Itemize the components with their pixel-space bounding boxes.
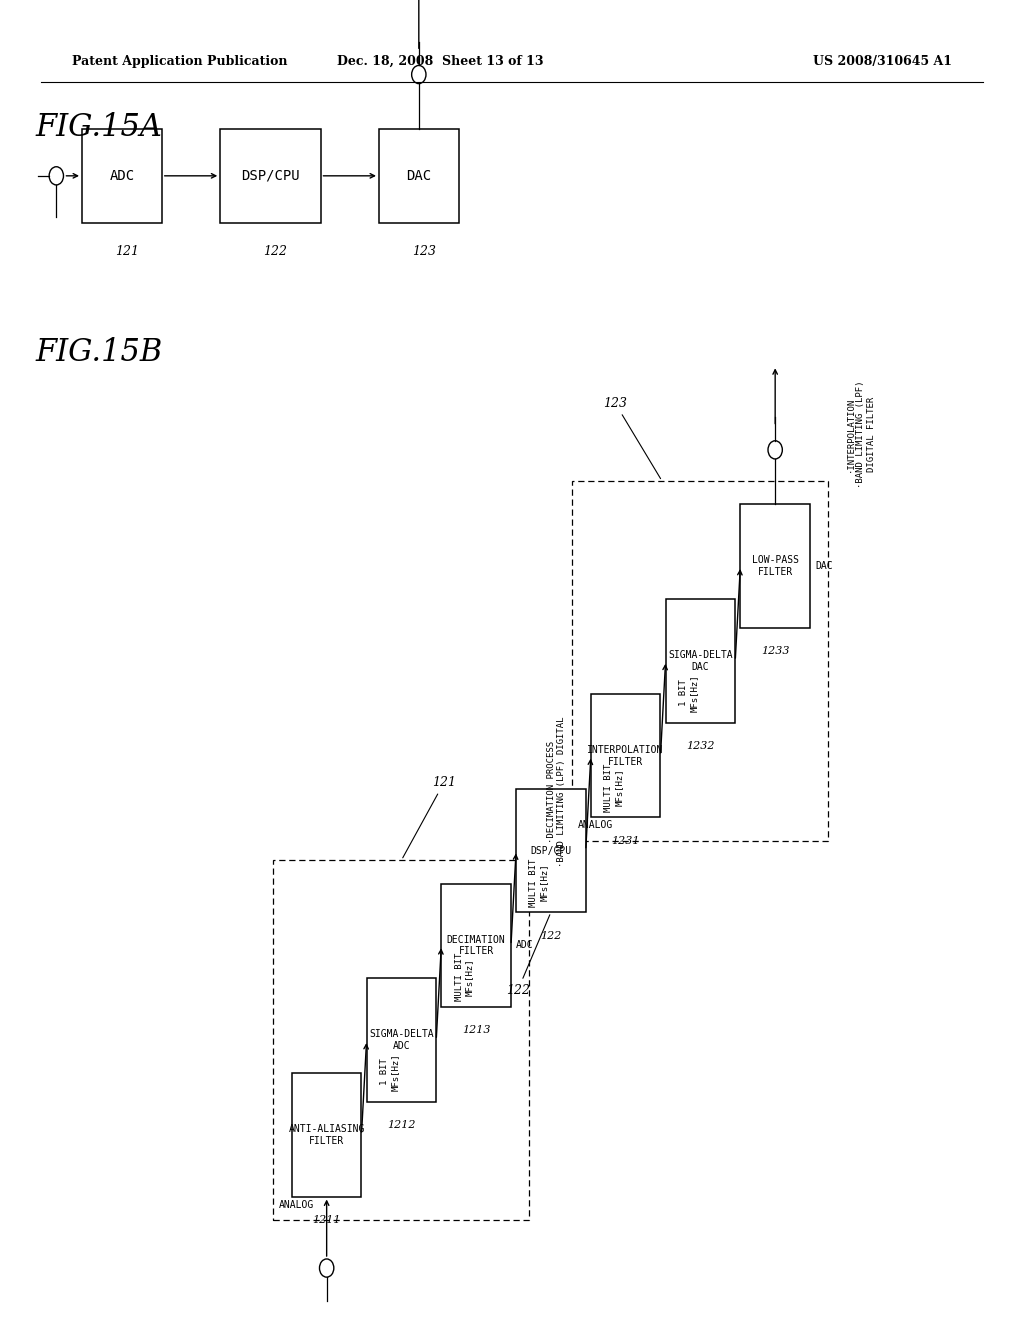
Text: Patent Application Publication: Patent Application Publication bbox=[72, 55, 287, 69]
Bar bbox=[220, 129, 321, 223]
Text: ANALOG: ANALOG bbox=[279, 1200, 313, 1209]
Text: 1231: 1231 bbox=[611, 836, 640, 846]
Text: 123: 123 bbox=[412, 244, 436, 257]
Text: US 2008/310645 A1: US 2008/310645 A1 bbox=[813, 55, 952, 69]
Text: ANTI-ALIASING
FILTER: ANTI-ALIASING FILTER bbox=[289, 1125, 365, 1146]
Text: 1213: 1213 bbox=[462, 1026, 490, 1035]
Text: Dec. 18, 2008  Sheet 13 of 13: Dec. 18, 2008 Sheet 13 of 13 bbox=[337, 55, 544, 69]
Text: ·INTERPOLATION
·BAND LIMITING (LPF)
DIGITAL FILTER: ·INTERPOLATION ·BAND LIMITING (LPF) DIGI… bbox=[846, 380, 876, 488]
Bar bbox=[379, 129, 459, 223]
Text: 1 BIT
MFs[Hz]: 1 BIT MFs[Hz] bbox=[679, 675, 698, 711]
Bar bbox=[82, 129, 162, 223]
Text: 1212: 1212 bbox=[387, 1121, 416, 1130]
Bar bbox=[516, 789, 586, 912]
Text: ADC: ADC bbox=[516, 940, 534, 950]
Bar bbox=[740, 504, 810, 628]
Text: 121: 121 bbox=[402, 776, 456, 858]
Text: 1232: 1232 bbox=[686, 741, 715, 751]
Text: MULTI BIT
MFs[Hz]: MULTI BIT MFs[Hz] bbox=[604, 763, 624, 812]
Text: 123: 123 bbox=[603, 396, 660, 479]
Bar bbox=[666, 599, 735, 722]
Text: FIG.15A: FIG.15A bbox=[36, 112, 163, 144]
Bar bbox=[273, 861, 529, 1220]
Text: SIGMA-DELTA
ADC: SIGMA-DELTA ADC bbox=[369, 1030, 434, 1051]
Text: LOW-PASS
FILTER: LOW-PASS FILTER bbox=[752, 556, 799, 577]
Text: 121: 121 bbox=[115, 244, 139, 257]
Text: 122: 122 bbox=[263, 244, 288, 257]
Text: DECIMATION
FILTER: DECIMATION FILTER bbox=[446, 935, 506, 956]
Text: DSP/CPU: DSP/CPU bbox=[241, 169, 300, 183]
Text: DSP/CPU: DSP/CPU bbox=[530, 846, 571, 855]
Bar bbox=[292, 1073, 361, 1197]
Text: DAC: DAC bbox=[815, 561, 833, 572]
Text: INTERPOLATION
FILTER: INTERPOLATION FILTER bbox=[588, 744, 664, 767]
Bar bbox=[572, 480, 828, 841]
Text: 122: 122 bbox=[541, 931, 561, 941]
Text: 1 BIT
MFs[Hz]: 1 BIT MFs[Hz] bbox=[380, 1053, 399, 1090]
Text: MULTI BIT
MFs[Hz]: MULTI BIT MFs[Hz] bbox=[455, 953, 474, 1002]
Text: 1233: 1233 bbox=[761, 647, 790, 656]
Text: SIGMA-DELTA
DAC: SIGMA-DELTA DAC bbox=[668, 649, 733, 672]
Bar bbox=[441, 883, 511, 1007]
Bar bbox=[367, 978, 436, 1102]
Text: 122: 122 bbox=[506, 915, 550, 997]
Bar bbox=[591, 694, 660, 817]
Text: ANALOG: ANALOG bbox=[578, 821, 612, 830]
Text: FIG.15B: FIG.15B bbox=[36, 337, 163, 368]
Text: DAC: DAC bbox=[407, 169, 431, 183]
Text: 1211: 1211 bbox=[312, 1214, 341, 1225]
Text: ADC: ADC bbox=[110, 169, 134, 183]
Text: ·DECIMATION PROCESS
·BAND LIMITING (LPF) DIGITAL: ·DECIMATION PROCESS ·BAND LIMITING (LPF)… bbox=[547, 717, 566, 867]
Text: MULTI BIT
MFs[Hz]: MULTI BIT MFs[Hz] bbox=[529, 858, 549, 907]
